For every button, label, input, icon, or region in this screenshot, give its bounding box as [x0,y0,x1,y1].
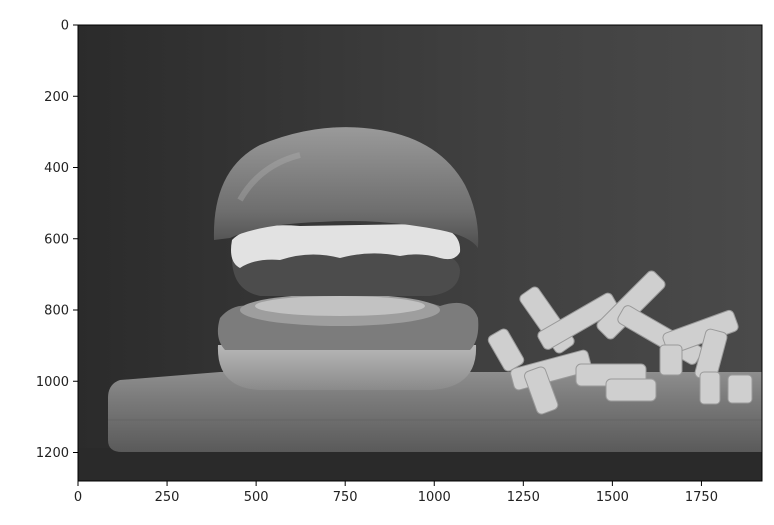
photo [78,25,762,481]
y-tick-label: 1200 [36,446,69,461]
x-tick-label: 1000 [418,490,451,505]
fries [487,270,753,415]
x-tick-label: 500 [244,490,269,505]
wooden-board [108,372,762,452]
burger [213,127,479,390]
x-tick-label: 1750 [685,490,718,505]
y-tick-label: 600 [44,232,69,247]
y-axis: 0 200 400 600 800 1000 1200 [36,19,78,461]
y-tick-label: 200 [44,90,69,105]
x-axis: 0 250 500 750 1000 1250 1500 1750 [74,481,718,505]
x-tick-label: 0 [74,490,82,505]
y-tick-label: 800 [44,304,69,319]
y-tick-label: 400 [44,161,69,176]
x-tick-label: 250 [155,490,180,505]
plot-frame [77,24,763,482]
x-tick-label: 1500 [596,490,629,505]
x-tick-label: 750 [333,490,358,505]
x-tick-label: 1250 [507,490,540,505]
y-tick-label: 0 [61,19,69,34]
y-tick-label: 1000 [36,375,69,390]
